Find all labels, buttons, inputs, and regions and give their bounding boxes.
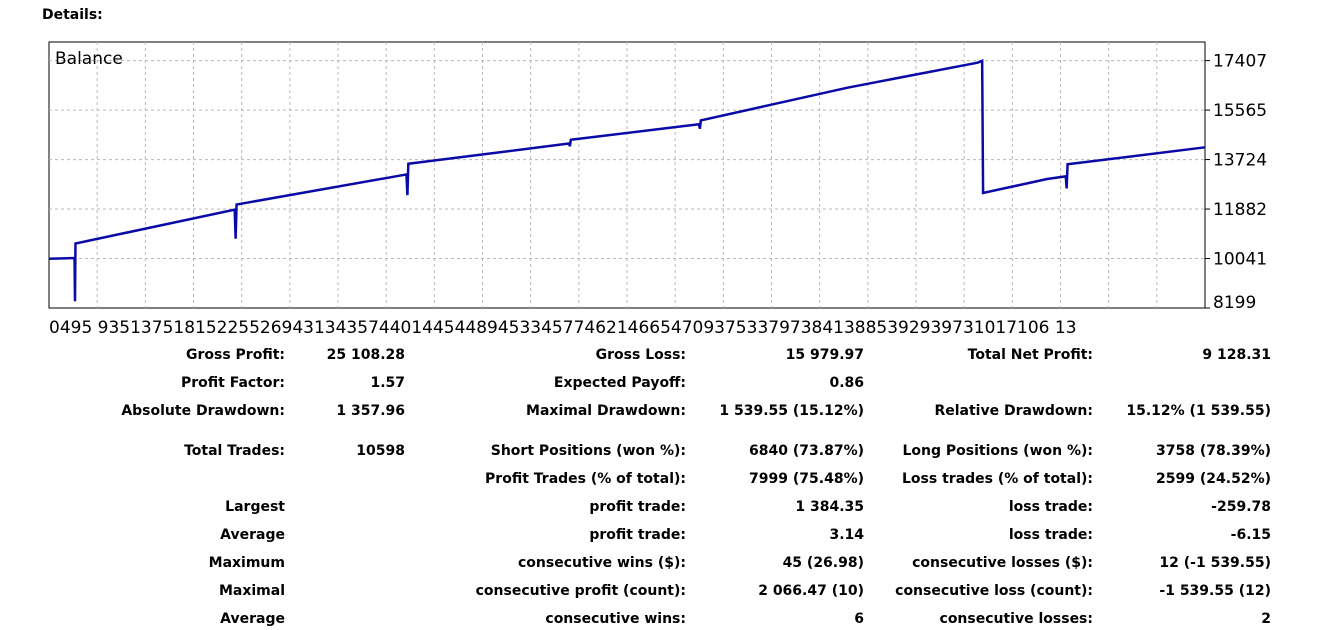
y-tick-label: 8199 xyxy=(1213,293,1256,313)
average-loss-value: -6.15 xyxy=(1230,527,1271,543)
chart-title: Balance xyxy=(55,49,123,69)
max-consec-wins-value: 45 (26.98) xyxy=(782,555,864,571)
average-loss-label: loss trade: xyxy=(1008,527,1093,543)
max-consec-losses-label: consecutive losses ($): xyxy=(912,555,1093,571)
maximum-label: Maximum xyxy=(208,555,285,571)
average-consec-losses-label: consecutive losses: xyxy=(939,611,1093,627)
short-positions-value: 6840 (73.87%) xyxy=(749,443,864,459)
profit-factor-value: 1.57 xyxy=(370,375,405,391)
maximal-drawdown-label: Maximal Drawdown: xyxy=(526,403,686,419)
relative-drawdown-value: 15.12% (1 539.55) xyxy=(1126,403,1271,419)
average-consec-wins-value: 6 xyxy=(854,611,864,627)
maximal-consec-profit-label: consecutive profit (count): xyxy=(475,583,686,599)
total-trades-value: 10598 xyxy=(356,443,405,459)
average-profit-value: 3.14 xyxy=(829,527,864,543)
average-profit-label: profit trade: xyxy=(589,527,686,543)
absolute-drawdown-label: Absolute Drawdown: xyxy=(121,403,285,419)
largest-label: Largest xyxy=(225,499,285,515)
balance-series-line xyxy=(48,58,1206,302)
expected-payoff-value: 0.86 xyxy=(829,375,864,391)
balance-chart: 17407 15565 13724 11882 10041 8199 Balance 04… xyxy=(48,41,1267,338)
absolute-drawdown-value: 1 357.96 xyxy=(336,403,405,419)
loss-trades-value: 2599 (24.52%) xyxy=(1156,471,1271,487)
loss-trades-label: Loss trades (% of total): xyxy=(902,471,1093,487)
maximal-consec-loss-label: consecutive loss (count): xyxy=(895,583,1093,599)
y-tick-label: 17407 xyxy=(1213,52,1267,72)
profit-trades-label: Profit Trades (% of total): xyxy=(485,471,686,487)
long-positions-value: 3758 (78.39%) xyxy=(1156,443,1271,459)
max-consec-losses-value: 12 (-1 539.55) xyxy=(1159,555,1271,571)
gross-loss-value: 15 979.97 xyxy=(785,347,864,363)
short-positions-label: Short Positions (won %): xyxy=(490,443,686,459)
total-net-profit-label: Total Net Profit: xyxy=(967,347,1093,363)
gross-loss-label: Gross Loss: xyxy=(595,347,686,363)
total-net-profit-value: 9 128.31 xyxy=(1202,347,1271,363)
largest-loss-label: loss trade: xyxy=(1008,499,1093,515)
gross-profit-label: Gross Profit: xyxy=(185,347,285,363)
maximal-consec-profit-value: 2 066.47 (10) xyxy=(758,583,864,599)
chart-grid xyxy=(49,42,1205,308)
max-consec-wins-label: consecutive wins ($): xyxy=(517,555,686,571)
average-consec-label: Average xyxy=(220,611,285,627)
long-positions-label: Long Positions (won %): xyxy=(902,443,1093,459)
total-trades-label: Total Trades: xyxy=(184,443,285,459)
details-heading: Details: xyxy=(42,7,103,23)
average-consec-losses-value: 2 xyxy=(1261,611,1271,627)
maximal-drawdown-value: 1 539.55 (15.12%) xyxy=(719,403,864,419)
expected-payoff-label: Expected Payoff: xyxy=(553,375,686,391)
largest-profit-value: 1 384.35 xyxy=(795,499,864,515)
largest-loss-value: -259.78 xyxy=(1211,499,1271,515)
y-tick-label: 13724 xyxy=(1213,151,1267,171)
y-tick-label: 11882 xyxy=(1213,200,1267,220)
average-trade-label: Average xyxy=(220,527,285,543)
gross-profit-value: 25 108.28 xyxy=(326,347,405,363)
chart-series xyxy=(48,58,1206,302)
profit-factor-label: Profit Factor: xyxy=(180,375,285,391)
profit-trades-value: 7999 (75.48%) xyxy=(749,471,864,487)
x-tick-labels: 0495 93513751815225526943134357440144544… xyxy=(49,318,1077,338)
y-tick-label: 10041 xyxy=(1213,250,1267,270)
relative-drawdown-label: Relative Drawdown: xyxy=(934,403,1093,419)
maximal-label: Maximal xyxy=(218,583,285,599)
y-tick-label: 15565 xyxy=(1213,101,1267,121)
maximal-consec-loss-value: -1 539.55 (12) xyxy=(1159,583,1271,599)
y-axis: 17407 15565 13724 11882 10041 8199 xyxy=(1205,52,1267,313)
average-consec-wins-label: consecutive wins: xyxy=(545,611,686,627)
largest-profit-label: profit trade: xyxy=(589,499,686,515)
